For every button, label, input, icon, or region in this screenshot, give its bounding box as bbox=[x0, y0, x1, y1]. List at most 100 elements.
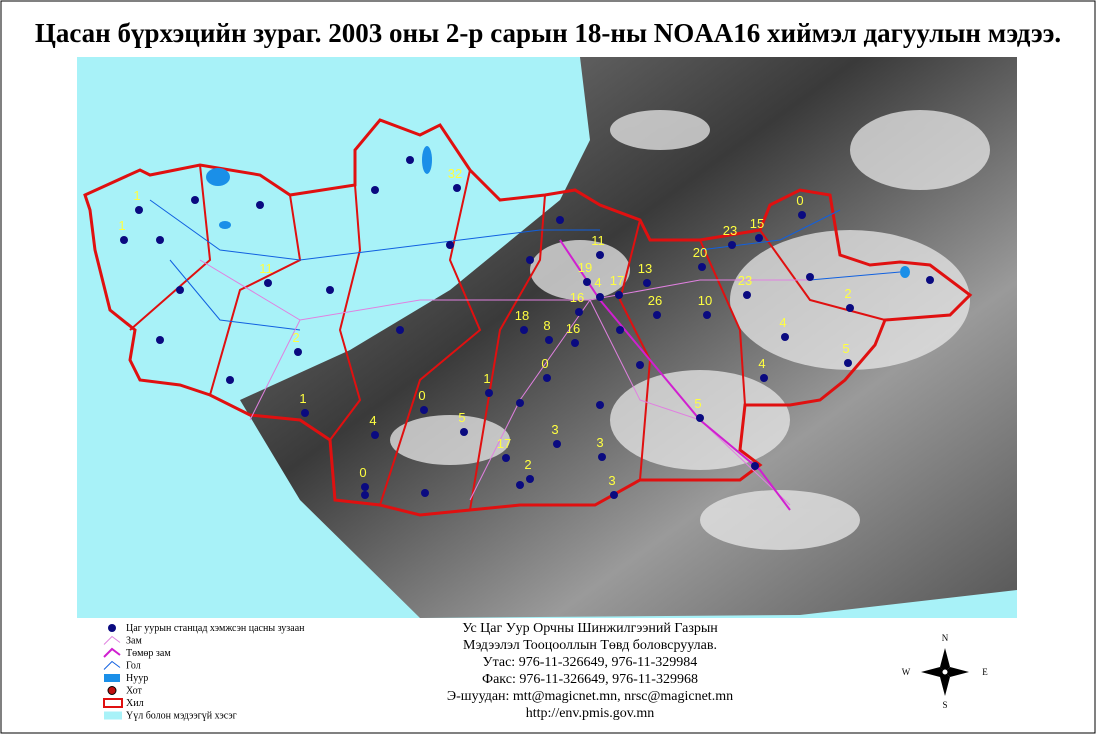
station bbox=[598, 453, 606, 461]
station bbox=[294, 348, 302, 356]
snow-depth-label: 4 bbox=[369, 413, 376, 428]
snow-depth-label: 4 bbox=[594, 275, 601, 290]
station bbox=[156, 336, 164, 344]
station bbox=[926, 276, 934, 284]
station bbox=[516, 481, 524, 489]
station bbox=[698, 263, 706, 271]
station bbox=[846, 304, 854, 312]
snow-depth-label: 11 bbox=[591, 233, 605, 248]
compass-w: W bbox=[902, 667, 911, 677]
snow-depth-label: 1 bbox=[299, 391, 306, 406]
legend-symbol bbox=[104, 674, 120, 682]
legend-item: Хот bbox=[107, 686, 142, 697]
station bbox=[176, 286, 184, 294]
legend-label: Төмөр зам bbox=[126, 648, 171, 659]
title: Цасан бүрхэцийн зураг. 2003 оны 2-р сары… bbox=[35, 18, 1061, 48]
snow-depth-label: 2 bbox=[524, 457, 531, 472]
station bbox=[526, 475, 534, 483]
station bbox=[755, 234, 763, 242]
station bbox=[516, 399, 524, 407]
station bbox=[751, 462, 759, 470]
station bbox=[301, 409, 309, 417]
border bbox=[83, 118, 973, 517]
station bbox=[326, 286, 334, 294]
snow-depth-label: 5 bbox=[842, 341, 849, 356]
station bbox=[798, 211, 806, 219]
legend-label: Хил bbox=[126, 698, 144, 709]
snow-depth-label: 5 bbox=[694, 396, 701, 411]
legend-item: Зам bbox=[103, 636, 142, 647]
snow-depth-label: 2 bbox=[292, 330, 299, 345]
station bbox=[543, 374, 551, 382]
snow-depth-label: 1 bbox=[133, 188, 140, 203]
snow-depth-label: 2 bbox=[844, 286, 851, 301]
legend-label: Цаг уурын станцад хэмжсэн цасны зузаан bbox=[126, 623, 305, 634]
station bbox=[615, 291, 623, 299]
legend-label: Нуур bbox=[126, 673, 148, 684]
legend-item: Гол bbox=[103, 661, 141, 672]
station bbox=[256, 201, 264, 209]
snow-depth-label: 0 bbox=[359, 465, 366, 480]
station bbox=[616, 326, 624, 334]
snow-depth-label: 15 bbox=[750, 216, 764, 231]
legend-symbol bbox=[107, 686, 117, 695]
legend-symbol bbox=[103, 647, 121, 658]
station bbox=[556, 216, 564, 224]
snow-depth-label: 0 bbox=[418, 388, 425, 403]
snow-depth-label: 23 bbox=[738, 273, 752, 288]
footer-line: Ус Цаг Уур Орчны Шинжилгээний Газрын bbox=[462, 621, 718, 636]
snow-depth-label: 16 bbox=[570, 290, 584, 305]
station bbox=[361, 483, 369, 491]
legend: Цаг уурын станцад хэмжсэн цасны зузаан За… bbox=[103, 623, 305, 722]
snow-depth-label: 3 bbox=[551, 422, 558, 437]
station bbox=[806, 273, 814, 281]
station bbox=[545, 336, 553, 344]
footer-line: Мэдээлэл Тооцооллын Төвд боловсруулав. bbox=[463, 638, 717, 653]
snow-depth-label: 32 bbox=[448, 166, 462, 181]
station bbox=[583, 278, 591, 286]
snow-depth-label: 10 bbox=[698, 293, 712, 308]
compass-s: S bbox=[942, 700, 947, 710]
snow-depth-label: 16 bbox=[566, 321, 580, 336]
legend-label: Зам bbox=[126, 636, 142, 647]
station bbox=[596, 401, 604, 409]
station bbox=[526, 256, 534, 264]
legend-item: Төмөр зам bbox=[103, 647, 171, 659]
station bbox=[420, 406, 428, 414]
station bbox=[453, 184, 461, 192]
station bbox=[653, 311, 661, 319]
station bbox=[575, 308, 583, 316]
station bbox=[371, 431, 379, 439]
snow-depth-label: 23 bbox=[723, 223, 737, 238]
snow-depth-label: 0 bbox=[541, 356, 548, 371]
footer: Ус Цаг Уур Орчны Шинжилгээний Газрын Мэдэ… bbox=[447, 621, 733, 721]
legend-item: Нуур bbox=[104, 673, 148, 684]
station bbox=[643, 279, 651, 287]
station bbox=[596, 293, 604, 301]
rivers bbox=[149, 199, 901, 331]
legend-item: Үүл болон мэдээгүй хэсэг bbox=[104, 711, 237, 722]
station bbox=[446, 241, 454, 249]
legend-label: Үүл болон мэдээгүй хэсэг bbox=[126, 711, 237, 722]
satellite-image bbox=[240, 57, 1017, 618]
station bbox=[781, 333, 789, 341]
station bbox=[728, 241, 736, 249]
footer-line: http://env.pmis.gov.mn bbox=[526, 706, 654, 721]
footer-line: Факс: 976-11-326649, 976-11-329968 bbox=[482, 672, 698, 687]
station bbox=[553, 440, 561, 448]
snow-depth-label: 1 bbox=[483, 371, 490, 386]
station bbox=[610, 491, 618, 499]
station bbox=[371, 186, 379, 194]
snow-depth-label: 1 bbox=[118, 218, 125, 233]
station bbox=[120, 236, 128, 244]
station bbox=[406, 156, 414, 164]
station bbox=[844, 359, 852, 367]
snow-depth-label: 3 bbox=[596, 435, 603, 450]
footer-line: Э-шуудан: mtt@magicnet.mn, nrsc@magicnet… bbox=[447, 689, 733, 704]
station bbox=[502, 454, 510, 462]
aimag-borders bbox=[129, 164, 886, 511]
lakes bbox=[206, 146, 910, 278]
station bbox=[703, 311, 711, 319]
legend-item: Хил bbox=[103, 698, 144, 709]
